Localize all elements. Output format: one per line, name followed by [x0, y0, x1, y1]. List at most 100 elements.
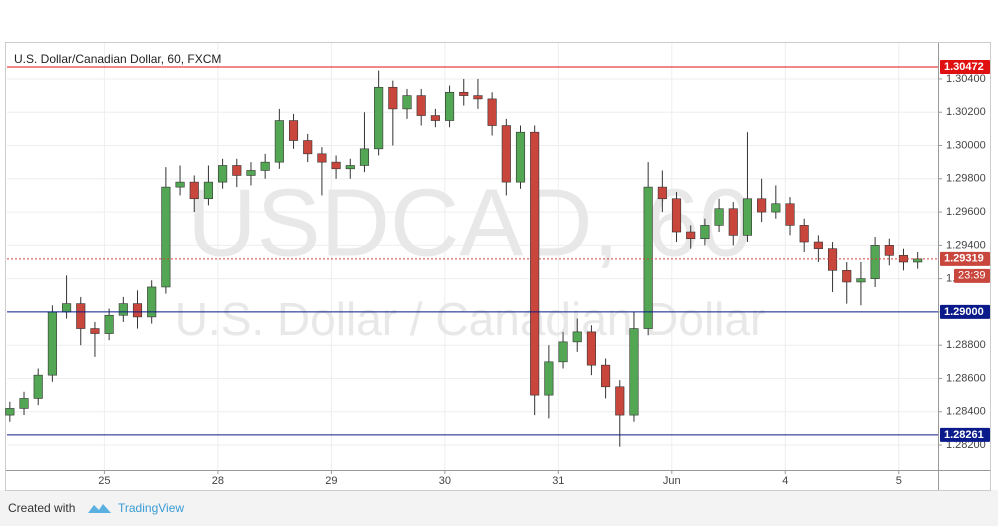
- candle-body: [246, 170, 256, 176]
- candle-body: [19, 398, 29, 409]
- candle-body: [785, 203, 795, 226]
- footer-brand[interactable]: TradingView: [118, 501, 184, 515]
- x-tick-label: 5: [896, 475, 902, 487]
- candle-body: [501, 125, 511, 183]
- footer: Created with TradingView: [8, 501, 184, 515]
- price-level-label: 1.29319: [944, 253, 984, 265]
- countdown-label: 23:39: [958, 270, 986, 282]
- candle-body: [118, 303, 128, 316]
- price-level-label: 1.28261: [944, 429, 984, 441]
- price-level-badge: [940, 427, 990, 442]
- candle-body: [884, 245, 894, 256]
- candle-body: [402, 95, 412, 110]
- candle-body: [700, 225, 710, 239]
- candle-body: [203, 181, 213, 200]
- candle-body: [76, 303, 86, 329]
- price-level-badge: [940, 251, 990, 266]
- candle-body: [813, 241, 823, 249]
- candle-body: [828, 248, 838, 271]
- candle-body: [218, 165, 228, 183]
- candle-body: [303, 140, 313, 155]
- y-tick-label: 1.29400: [946, 239, 986, 251]
- x-tick-label: 4: [782, 475, 788, 487]
- y-tick-label: 1.30400: [946, 73, 986, 85]
- x-tick-label: 29: [325, 475, 337, 487]
- watermark-symbol: USDCAD, 60: [187, 169, 753, 276]
- candle-body: [359, 148, 370, 166]
- candle-body: [90, 328, 100, 334]
- candle-body: [317, 153, 327, 163]
- y-tick-label: 1.30200: [946, 106, 986, 118]
- candle-body: [544, 361, 554, 396]
- candle-body: [260, 161, 270, 171]
- candle-body: [728, 208, 738, 236]
- candle-body: [572, 331, 582, 343]
- candle-body: [601, 364, 611, 388]
- candle-body: [629, 328, 639, 416]
- candle-body: [388, 86, 398, 110]
- candle-body: [799, 225, 809, 243]
- y-tick-label: 1.29600: [946, 206, 986, 218]
- candle-body: [558, 341, 568, 363]
- watermark-description: U.S. Dollar / Canadian Dollar: [175, 293, 766, 345]
- candle-body: [757, 198, 767, 213]
- price-level-badge: [940, 59, 990, 74]
- candle-body: [473, 95, 483, 100]
- price-level-badge: [940, 304, 990, 319]
- candle-body: [161, 186, 171, 288]
- candle-body: [430, 115, 440, 121]
- footer-created-with: Created with: [8, 501, 75, 515]
- x-tick-label: Jun: [663, 475, 681, 487]
- candle-body: [232, 165, 242, 176]
- candle-body: [742, 198, 753, 236]
- axes: 1.282001.284001.286001.288001.290001.292…: [98, 59, 990, 487]
- price-level-label: 1.30472: [944, 61, 984, 73]
- candle-body: [331, 161, 341, 170]
- candle-body: [842, 270, 852, 283]
- x-tick-label: 31: [552, 475, 564, 487]
- candle-body: [175, 181, 185, 188]
- plot: [5, 66, 938, 447]
- candle-body: [47, 311, 57, 376]
- footer-logo: [88, 504, 111, 513]
- candle-body: [586, 331, 596, 366]
- price-level-label: 1.29000: [944, 306, 984, 318]
- candle-body: [870, 245, 880, 279]
- y-tick-label: 1.29800: [946, 173, 986, 185]
- candle-body: [345, 165, 355, 170]
- candle-body: [856, 278, 866, 283]
- candle-body: [416, 95, 426, 116]
- candle-body: [530, 131, 540, 396]
- x-tick-label: 28: [212, 475, 224, 487]
- y-tick-label: 1.30000: [946, 139, 986, 151]
- candle-body: [5, 408, 15, 416]
- y-tick-label: 1.28200: [946, 439, 986, 451]
- candle-body: [459, 91, 469, 96]
- y-tick-label: 1.28400: [946, 406, 986, 418]
- candle-body: [147, 286, 157, 318]
- y-tick-label: 1.28800: [946, 339, 986, 351]
- candle-body: [104, 314, 114, 334]
- candle-body: [374, 86, 384, 150]
- y-tick-label: 1.28600: [946, 372, 986, 384]
- candle-body: [913, 258, 923, 263]
- candle-body: [771, 203, 781, 213]
- candle-body: [445, 91, 455, 121]
- candle-body: [515, 131, 526, 183]
- x-tick-label: 25: [98, 475, 110, 487]
- candle-body: [657, 186, 667, 200]
- candle-body: [643, 186, 653, 329]
- candle-body: [714, 208, 724, 226]
- candle-body: [686, 231, 696, 239]
- candle-body: [132, 303, 143, 318]
- candle-body: [615, 386, 625, 416]
- countdown-badge: [954, 268, 990, 283]
- candle-body: [288, 120, 299, 141]
- candle-body: [274, 120, 284, 163]
- footer-bar: [0, 490, 998, 526]
- candle-body: [189, 181, 199, 200]
- candle-body: [487, 98, 497, 126]
- candle-body: [671, 198, 682, 233]
